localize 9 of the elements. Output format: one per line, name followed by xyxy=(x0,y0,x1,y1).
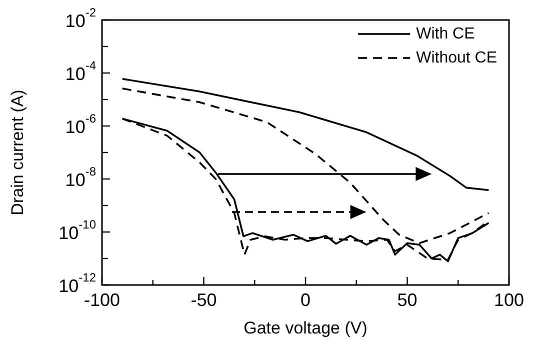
x-tick-label: -50 xyxy=(190,290,217,310)
y-axis-title: Drain current (A) xyxy=(8,90,27,216)
x-tick-label: 0 xyxy=(300,290,311,310)
x-tick-label: 50 xyxy=(397,290,418,310)
x-tick-label: 100 xyxy=(494,290,524,310)
legend-label: Without CE xyxy=(416,49,498,66)
x-tick-label: -100 xyxy=(84,290,120,310)
x-axis-title: Gate voltage (V) xyxy=(244,318,368,338)
legend-label: With CE xyxy=(416,25,475,42)
